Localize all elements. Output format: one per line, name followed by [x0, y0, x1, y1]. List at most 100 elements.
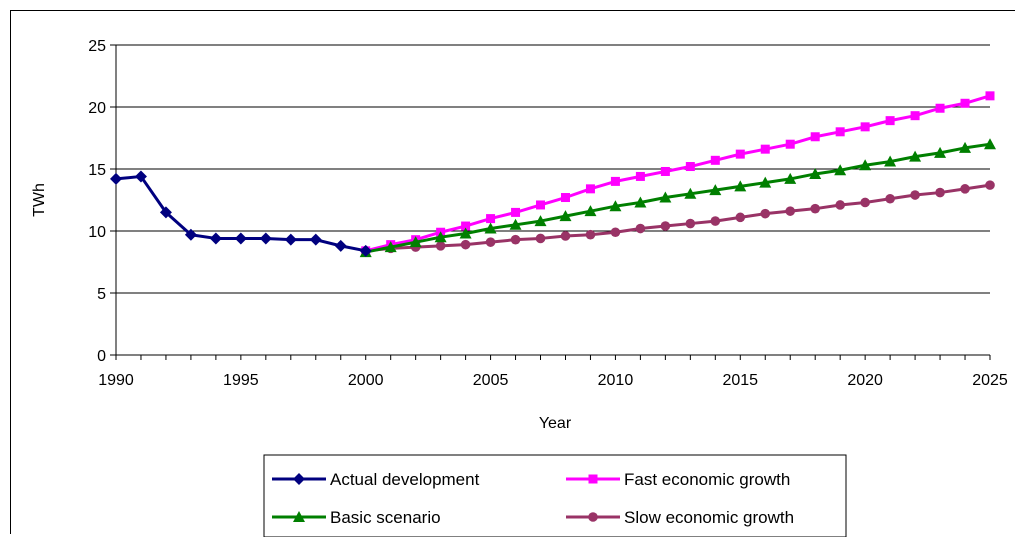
- data-point: [511, 207, 521, 217]
- series-line: [365, 94, 991, 253]
- y-tick-labels: 0 5 10 15 20 25: [88, 38, 106, 365]
- legend-marker: [588, 512, 598, 522]
- data-point: [459, 227, 472, 239]
- series-basic-scenario: [359, 138, 996, 258]
- data-point: [685, 218, 696, 229]
- data-point: [735, 212, 746, 223]
- data-point: [560, 193, 570, 203]
- y-tick-label: 20: [88, 100, 106, 117]
- data-point: [559, 210, 572, 222]
- data-point: [785, 139, 795, 149]
- data-point: [209, 232, 222, 245]
- data-point: [885, 193, 895, 204]
- data-point: [435, 241, 446, 251]
- data-point: [859, 159, 872, 171]
- data-point: [985, 91, 995, 101]
- x-tick-label: 2000: [348, 372, 384, 389]
- x-tick-label: 1990: [98, 372, 134, 389]
- legend-label: Basic scenario: [330, 508, 441, 527]
- data-point: [334, 239, 347, 252]
- data-point: [659, 191, 672, 203]
- data-point: [484, 222, 497, 234]
- series-fast-economic-growth: [361, 91, 995, 256]
- data-point: [584, 205, 597, 217]
- data-point: [409, 236, 422, 248]
- data-point: [785, 206, 796, 216]
- data-point: [684, 187, 697, 199]
- data-point: [960, 98, 970, 108]
- data-point: [910, 111, 920, 121]
- data-point: [860, 197, 870, 208]
- data-point: [810, 203, 820, 214]
- x-tick-label: 1995: [223, 372, 259, 389]
- data-point: [535, 233, 546, 244]
- data-point: [560, 231, 571, 241]
- series-lines: [110, 91, 996, 258]
- data-point: [759, 176, 772, 188]
- data-point: [609, 200, 622, 212]
- data-point: [461, 221, 471, 231]
- x-tick-label: 2015: [722, 372, 758, 389]
- data-point: [910, 190, 920, 200]
- data-point: [835, 200, 845, 210]
- data-point: [536, 200, 546, 210]
- data-point: [884, 155, 897, 167]
- x-tick-label: 2010: [598, 372, 634, 389]
- data-point: [784, 172, 797, 184]
- series-actual-development: [110, 170, 372, 257]
- data-point: [760, 208, 771, 219]
- data-point: [810, 132, 820, 142]
- data-point: [184, 228, 197, 241]
- x-axis-label: Year: [539, 415, 572, 432]
- data-point: [734, 180, 747, 192]
- data-point: [860, 122, 870, 132]
- series-slow-economic-growth: [360, 180, 995, 256]
- legend-marker: [293, 511, 305, 522]
- x-tick-label: 2005: [473, 372, 509, 389]
- data-point: [685, 162, 695, 172]
- data-point: [935, 187, 945, 198]
- legend-marker: [293, 473, 305, 485]
- legend-marker: [588, 474, 598, 484]
- data-point: [735, 149, 745, 159]
- legend-item: Slow economic growth: [566, 508, 794, 527]
- data-point: [909, 150, 922, 162]
- data-point: [509, 218, 522, 230]
- legend-item: Fast economic growth: [566, 470, 790, 489]
- data-point: [959, 141, 972, 153]
- data-point: [635, 171, 645, 181]
- legend-box: [263, 454, 847, 537]
- data-point: [534, 215, 547, 227]
- data-point: [960, 184, 970, 194]
- data-point: [634, 196, 647, 208]
- data-point: [110, 172, 122, 185]
- data-point: [809, 167, 822, 179]
- data-point: [710, 155, 720, 165]
- data-point: [486, 214, 496, 224]
- data-point: [585, 229, 596, 240]
- data-point: [359, 244, 372, 257]
- y-tick-label: 15: [88, 162, 106, 179]
- x-tick-label: 2025: [972, 372, 1008, 389]
- grid-lines: [116, 44, 990, 294]
- data-point: [934, 146, 947, 158]
- y-axis-label: TWh: [31, 183, 48, 217]
- data-point: [485, 237, 496, 247]
- chart-frame: [10, 10, 1015, 534]
- series-line: [365, 142, 991, 254]
- legend-label: Slow economic growth: [624, 508, 794, 527]
- data-point: [434, 231, 447, 243]
- data-point: [985, 180, 995, 190]
- data-point: [510, 234, 521, 245]
- data-point: [384, 241, 397, 253]
- data-point: [460, 239, 471, 250]
- legend-label: Actual development: [330, 470, 480, 489]
- data-point: [610, 227, 621, 238]
- data-point: [259, 232, 272, 245]
- data-point: [935, 103, 945, 113]
- data-point: [585, 184, 595, 194]
- data-point: [159, 206, 172, 219]
- legend: Actual development Fast economic growth Ba…: [263, 454, 847, 537]
- data-point: [760, 144, 770, 154]
